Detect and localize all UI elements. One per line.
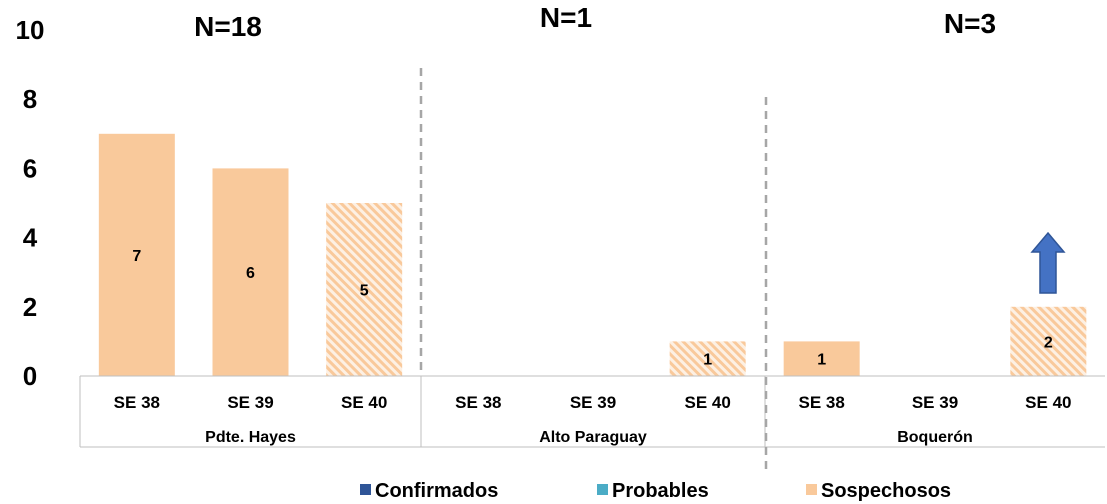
x-tick-label: SE 40 <box>685 393 731 412</box>
bar-sospechosos <box>1010 306 1087 376</box>
y-tick-label: 8 <box>23 84 37 114</box>
legend: Confirmados Probables Sospechosos <box>360 480 951 502</box>
bar-sospechosos <box>669 341 746 376</box>
n-labels: N=18 N=1 N=3 <box>194 2 996 42</box>
bar-sospechosos <box>212 168 289 376</box>
n-label: N=1 <box>540 2 592 33</box>
x-tick-label: SE 38 <box>799 393 845 412</box>
y-tick-label: 0 <box>23 361 37 391</box>
annotations <box>1030 231 1066 294</box>
x-tick-label: SE 38 <box>114 393 160 412</box>
x-tick-label: SE 39 <box>912 393 958 412</box>
group-label: Pdte. Hayes <box>205 429 296 446</box>
data-label: 1 <box>703 352 712 369</box>
x-tick-label: SE 40 <box>1025 393 1071 412</box>
data-label: 1 <box>817 352 826 369</box>
legend-label: Probables <box>612 480 709 502</box>
x-axis: SE 38 SE 39 SE 40 Pdte. Hayes SE 38 SE 39 SE 4… <box>79 68 1105 470</box>
data-label: 2 <box>1044 334 1053 351</box>
data-label: 5 <box>360 283 369 300</box>
bar-sospechosos <box>326 203 403 376</box>
x-tick-label: SE 40 <box>341 393 387 412</box>
n-label: N=18 <box>194 11 262 42</box>
data-label: 7 <box>132 248 141 265</box>
x-tick-label: SE 39 <box>570 393 616 412</box>
y-tick-label: 10 <box>16 15 45 45</box>
legend-swatch <box>597 484 608 495</box>
group-label: Alto Paraguay <box>539 429 647 446</box>
data-label: 6 <box>246 265 255 282</box>
arrow-up-icon <box>1030 231 1066 294</box>
group-label: Boquerón <box>897 429 973 446</box>
legend-swatch <box>360 484 371 495</box>
legend-label: Sospechosos <box>821 480 951 502</box>
bars <box>98 133 1087 376</box>
legend-swatch <box>806 484 817 495</box>
data-labels: 7 6 5 1 1 2 <box>132 248 1053 369</box>
bar-sospechosos <box>783 341 860 376</box>
y-tick-label: 6 <box>23 153 37 183</box>
legend-label: Confirmados <box>375 480 498 502</box>
y-axis: 0 2 4 6 8 10 <box>16 15 45 391</box>
y-tick-label: 4 <box>23 223 38 253</box>
x-tick-label: SE 39 <box>227 393 273 412</box>
x-tick-label: SE 38 <box>455 393 501 412</box>
n-label: N=3 <box>944 8 996 39</box>
y-tick-label: 2 <box>23 292 37 322</box>
bar-sospechosos <box>98 133 175 376</box>
